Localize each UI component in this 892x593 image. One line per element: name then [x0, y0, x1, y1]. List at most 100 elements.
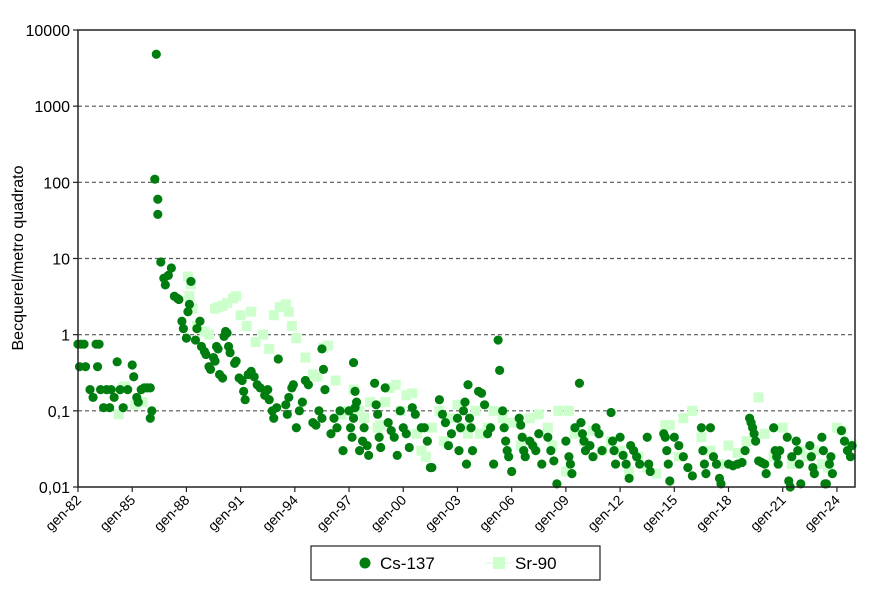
cs137-point [210, 356, 220, 366]
cs137-point [644, 459, 654, 469]
cs137-point [410, 409, 420, 419]
cs137-point [150, 174, 160, 184]
cs137-point [632, 452, 642, 462]
cs137-point [642, 432, 652, 442]
cs137-point [705, 423, 716, 433]
cs137-point [294, 406, 304, 416]
legend-sr90-marker [493, 557, 505, 569]
sr90-point [488, 405, 499, 416]
sr90-point [816, 459, 827, 470]
cs137-point [761, 468, 771, 479]
cs137-point [458, 406, 469, 416]
cs137-point [123, 385, 133, 395]
cs137-point [809, 468, 819, 479]
cs137-point [552, 479, 562, 489]
cs137-point [476, 388, 487, 398]
sr90-point [705, 445, 716, 456]
sr90-point [759, 428, 770, 439]
cs137-point [88, 392, 98, 403]
cs137-point [231, 356, 241, 366]
cs137-point [291, 423, 301, 433]
cs137-point [105, 403, 115, 413]
cs137-point [570, 423, 580, 433]
cs137-point [660, 432, 670, 442]
sr90-point [696, 432, 707, 443]
cs137-point [109, 392, 119, 403]
cs137-point [821, 479, 831, 489]
cs137-point [222, 328, 232, 338]
cs137-point [237, 375, 247, 386]
cs137-point [454, 446, 464, 456]
cs137-point [239, 386, 249, 396]
cs137-point [156, 257, 166, 267]
cs137-point [404, 442, 414, 453]
sr90-point [407, 388, 418, 399]
sr90-point [497, 413, 508, 424]
sr90-point [741, 436, 752, 447]
cs137-point [805, 440, 815, 451]
cs137-point [145, 383, 155, 393]
cs137-point [419, 423, 429, 433]
sr90-point [365, 397, 376, 408]
sr90-point [434, 405, 445, 416]
cs137-point [332, 423, 342, 433]
sr90-point [560, 466, 571, 477]
cs137-point [466, 423, 476, 433]
sr90-point [664, 420, 675, 431]
cs137-point [635, 459, 645, 469]
sr90-point [231, 291, 242, 302]
cs137-point [514, 413, 524, 423]
cs137-point [153, 194, 163, 204]
cs137-point [574, 378, 585, 388]
y-axis-label: Becquerel/metro quadrato [10, 165, 27, 350]
cs137-point [495, 365, 505, 375]
sr90-point [241, 320, 252, 331]
cs137-point [740, 446, 750, 456]
sr90-point [809, 445, 820, 456]
legend-sr90-label: Sr-90 [515, 554, 557, 573]
sr90-point [563, 405, 574, 416]
cs137-point [326, 429, 336, 439]
cs137-point [347, 432, 357, 442]
cs137-point [662, 446, 672, 456]
cs137-point [282, 409, 292, 419]
cs137-point [106, 385, 116, 395]
cs137-point [585, 440, 595, 451]
cs137-point [806, 452, 816, 462]
cs137-point [145, 413, 155, 423]
cs137-point [517, 432, 527, 442]
cs137-point [174, 294, 184, 305]
x-tick-label: gen-97 [313, 492, 355, 534]
cs137-point [115, 385, 125, 395]
cs137-point [314, 406, 324, 416]
cs137-point [177, 316, 187, 326]
cs137-point [127, 360, 137, 370]
sr90-point [312, 371, 323, 382]
sr90-point [463, 428, 474, 439]
cs137-point [615, 432, 625, 442]
cs137-point [240, 395, 250, 405]
sr90-point [651, 468, 662, 479]
sr90-point [420, 451, 431, 462]
cs137-point [796, 479, 806, 489]
legend-cs137-marker [359, 557, 371, 569]
x-tick-label: gen-21 [747, 492, 789, 534]
cs137-point [561, 436, 571, 446]
cs137-point [674, 440, 684, 451]
cs137-point [455, 423, 466, 433]
cs137-point [348, 357, 359, 368]
cs137-point [845, 452, 856, 462]
sr90-point [258, 329, 269, 340]
cs137-point [463, 380, 473, 390]
sr90-point [264, 343, 275, 354]
sr90-point [187, 303, 198, 314]
cs137-point [565, 459, 576, 469]
sr90-point [533, 409, 544, 420]
cs137-point [708, 452, 719, 462]
cs137-point [678, 452, 688, 462]
cs137-point [534, 429, 544, 439]
cs137-point [669, 432, 679, 442]
cs137-point [392, 450, 402, 460]
cs137-point [320, 385, 330, 395]
